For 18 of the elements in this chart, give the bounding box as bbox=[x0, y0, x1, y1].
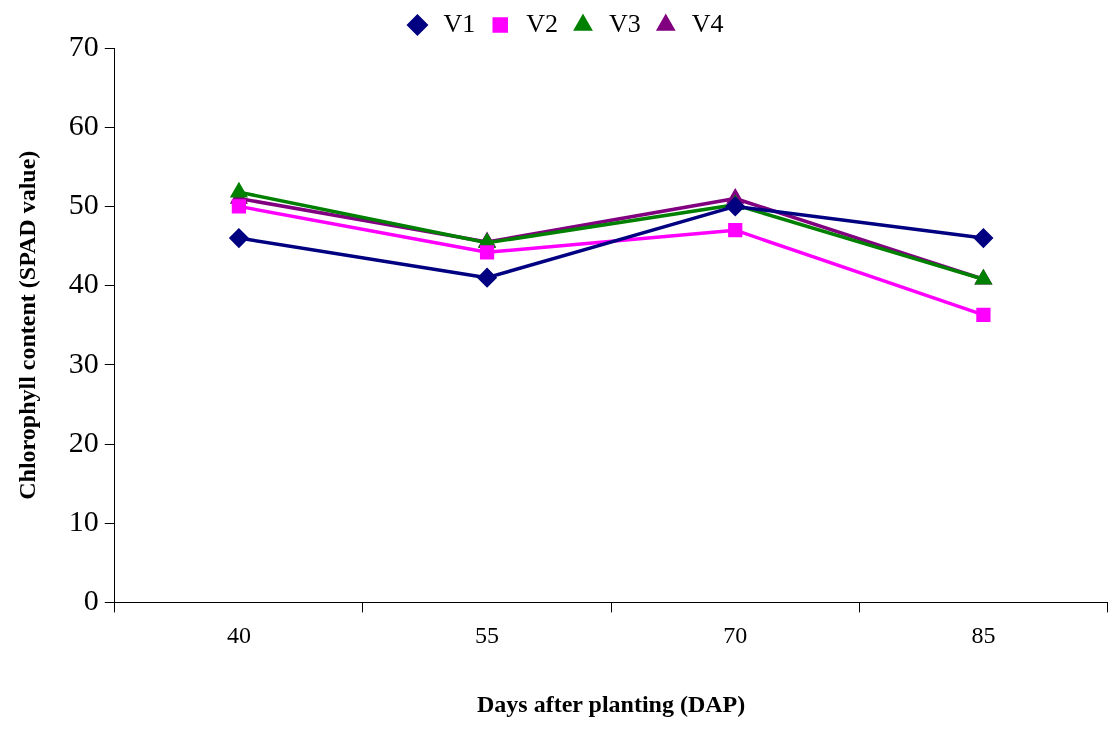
x-axis-title: Days after planting (DAP) bbox=[477, 690, 746, 717]
y-tick-label: 0 bbox=[83, 583, 99, 617]
y-axis-title: Chlorophyll content (SPAD value) bbox=[13, 150, 40, 500]
y-tick-label: 30 bbox=[68, 345, 99, 379]
legend-label: V4 bbox=[691, 8, 724, 38]
y-tick-label: 50 bbox=[68, 187, 99, 221]
y-tick-label: 20 bbox=[68, 424, 99, 458]
y-tick-label: 40 bbox=[68, 266, 99, 300]
x-tick-label: 70 bbox=[723, 622, 748, 649]
legend-label: V2 bbox=[526, 8, 558, 38]
x-tick-label: 40 bbox=[226, 622, 251, 649]
y-tick-label: 70 bbox=[68, 28, 99, 62]
x-tick-label: 55 bbox=[475, 622, 500, 649]
legend-label: V1 bbox=[443, 8, 476, 38]
legend-label: V3 bbox=[609, 8, 641, 38]
y-tick-label: 60 bbox=[68, 108, 99, 142]
x-tick-label: 85 bbox=[971, 622, 996, 649]
y-tick-label: 10 bbox=[68, 504, 99, 538]
